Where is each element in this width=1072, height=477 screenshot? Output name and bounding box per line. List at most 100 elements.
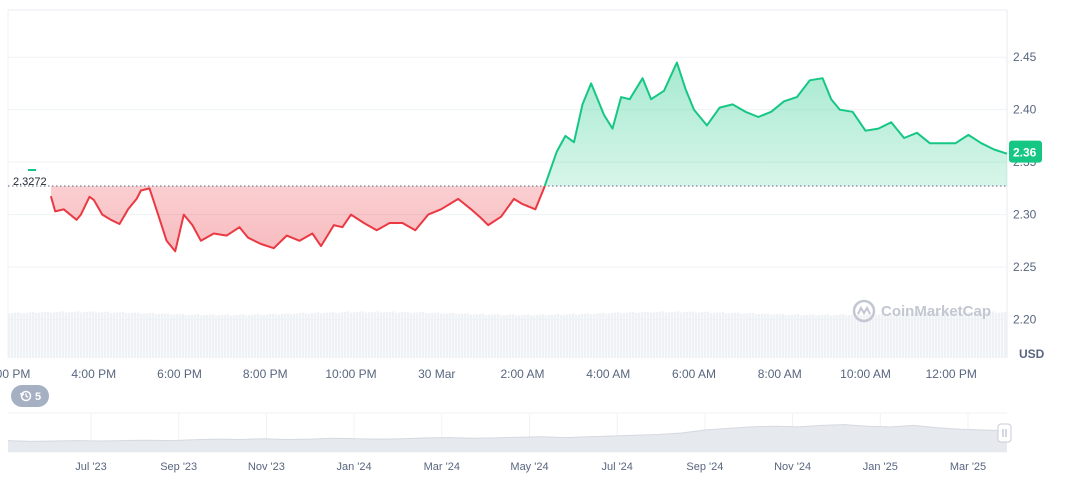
volume-bar [452, 312, 455, 358]
navigator-tick-label: Jul '23 [75, 461, 106, 473]
volume-bar [962, 311, 965, 358]
navigator-tick-label: May '24 [510, 461, 548, 473]
events-toggle-button[interactable]: 5 [11, 385, 49, 407]
volume-bar [233, 315, 236, 358]
volume-bar [170, 314, 173, 358]
volume-bar [1001, 312, 1004, 358]
volume-bar [275, 314, 278, 358]
volume-bar [404, 311, 407, 358]
volume-bar [212, 314, 215, 358]
volume-bar [857, 313, 860, 358]
volume-bar [332, 311, 335, 358]
volume-bar [131, 312, 134, 358]
volume-bar [413, 312, 416, 358]
volume-bar [542, 314, 545, 358]
volume-bar [773, 314, 776, 358]
volume-bar [755, 314, 758, 358]
volume-bar [26, 312, 29, 358]
volume-bar [989, 311, 992, 358]
volume-bar [572, 313, 575, 358]
range-navigator[interactable]: Jul '23 Sep '23 Nov '23 Jan '24 Mar '24 May '… [7, 412, 1012, 473]
current-price-badge-bg [1009, 140, 1042, 163]
volume-bar [971, 311, 974, 358]
volume-bar [386, 311, 389, 358]
volume-bar [161, 313, 164, 358]
price-line-above-baseline [543, 61, 1008, 187]
price-area-below-baseline [50, 186, 1007, 252]
volume-bar [71, 311, 74, 358]
volume-bar [446, 313, 449, 358]
volume-bar [596, 313, 599, 358]
volume-bar [473, 314, 476, 358]
volume-bar [818, 315, 821, 358]
volume-bar [461, 313, 464, 358]
volume-bar [749, 313, 752, 358]
navigator-area [8, 424, 1007, 452]
volume-bar [893, 313, 896, 358]
volume-bar [662, 311, 665, 358]
volume-bar [752, 312, 755, 358]
volume-bar [179, 313, 182, 358]
volume-bar [986, 311, 989, 358]
volume-bar [959, 311, 962, 358]
volume-bar [923, 312, 926, 358]
volume-bar [410, 312, 413, 358]
volume-bar [434, 312, 437, 358]
volume-bar [83, 312, 86, 358]
volume-bar [551, 314, 554, 358]
volume-bar [266, 314, 269, 358]
volume-bar [293, 313, 296, 358]
volume-bar [248, 315, 251, 358]
volume-bar [80, 312, 83, 358]
volume-bar [983, 312, 986, 358]
navigator-tick-label: Sep '23 [160, 461, 197, 473]
volume-bar [911, 312, 914, 358]
volume-bar [722, 312, 725, 358]
volume-bar [203, 315, 206, 358]
volume-bar [932, 311, 935, 358]
volume-bar [443, 313, 446, 358]
volume-bar [896, 313, 899, 358]
volume-bar [440, 313, 443, 358]
y-tick-label: 2.45 [1013, 50, 1037, 64]
volume-bar [41, 312, 44, 358]
navigator-handle[interactable] [997, 423, 1012, 443]
volume-bar [716, 312, 719, 358]
volume-bar [38, 312, 41, 358]
volume-bar [848, 314, 851, 358]
volume-bar [686, 311, 689, 358]
volume-bar [869, 313, 872, 358]
watermark-text: CoinMarketCap [881, 303, 991, 320]
volume-bar [575, 314, 578, 358]
navigator-tick-label: Mar '25 [950, 461, 986, 473]
price-line-below-baseline [49, 186, 546, 253]
volume-bar [701, 312, 704, 358]
volume-bar [353, 312, 356, 358]
volume-bar [638, 312, 641, 358]
volume-bar [437, 312, 440, 358]
volume-bar [680, 312, 683, 358]
volume-bar [236, 314, 239, 358]
volume-bar [371, 311, 374, 358]
volume-bar [698, 312, 701, 358]
volume-bar [470, 314, 473, 358]
volume-bar [392, 311, 395, 358]
volume-bar [929, 312, 932, 358]
volume-bar [593, 313, 596, 358]
volume-bar [629, 312, 632, 358]
volume-bar [185, 315, 188, 358]
history-icon [19, 390, 32, 402]
volume-bar [350, 312, 353, 358]
volume-bar [758, 314, 761, 358]
volume-bar [884, 313, 887, 358]
y-tick-label: 2.25 [1013, 260, 1037, 274]
volume-bar [23, 313, 26, 358]
volume-bar [548, 315, 551, 358]
volume-bar [200, 315, 203, 358]
volume-bar [68, 312, 71, 358]
x-tick-label: 10:00 AM [840, 367, 891, 381]
coinmarketcap-watermark: CoinMarketCap [852, 299, 991, 323]
volume-bar [107, 311, 110, 358]
volume-bar [827, 314, 830, 358]
